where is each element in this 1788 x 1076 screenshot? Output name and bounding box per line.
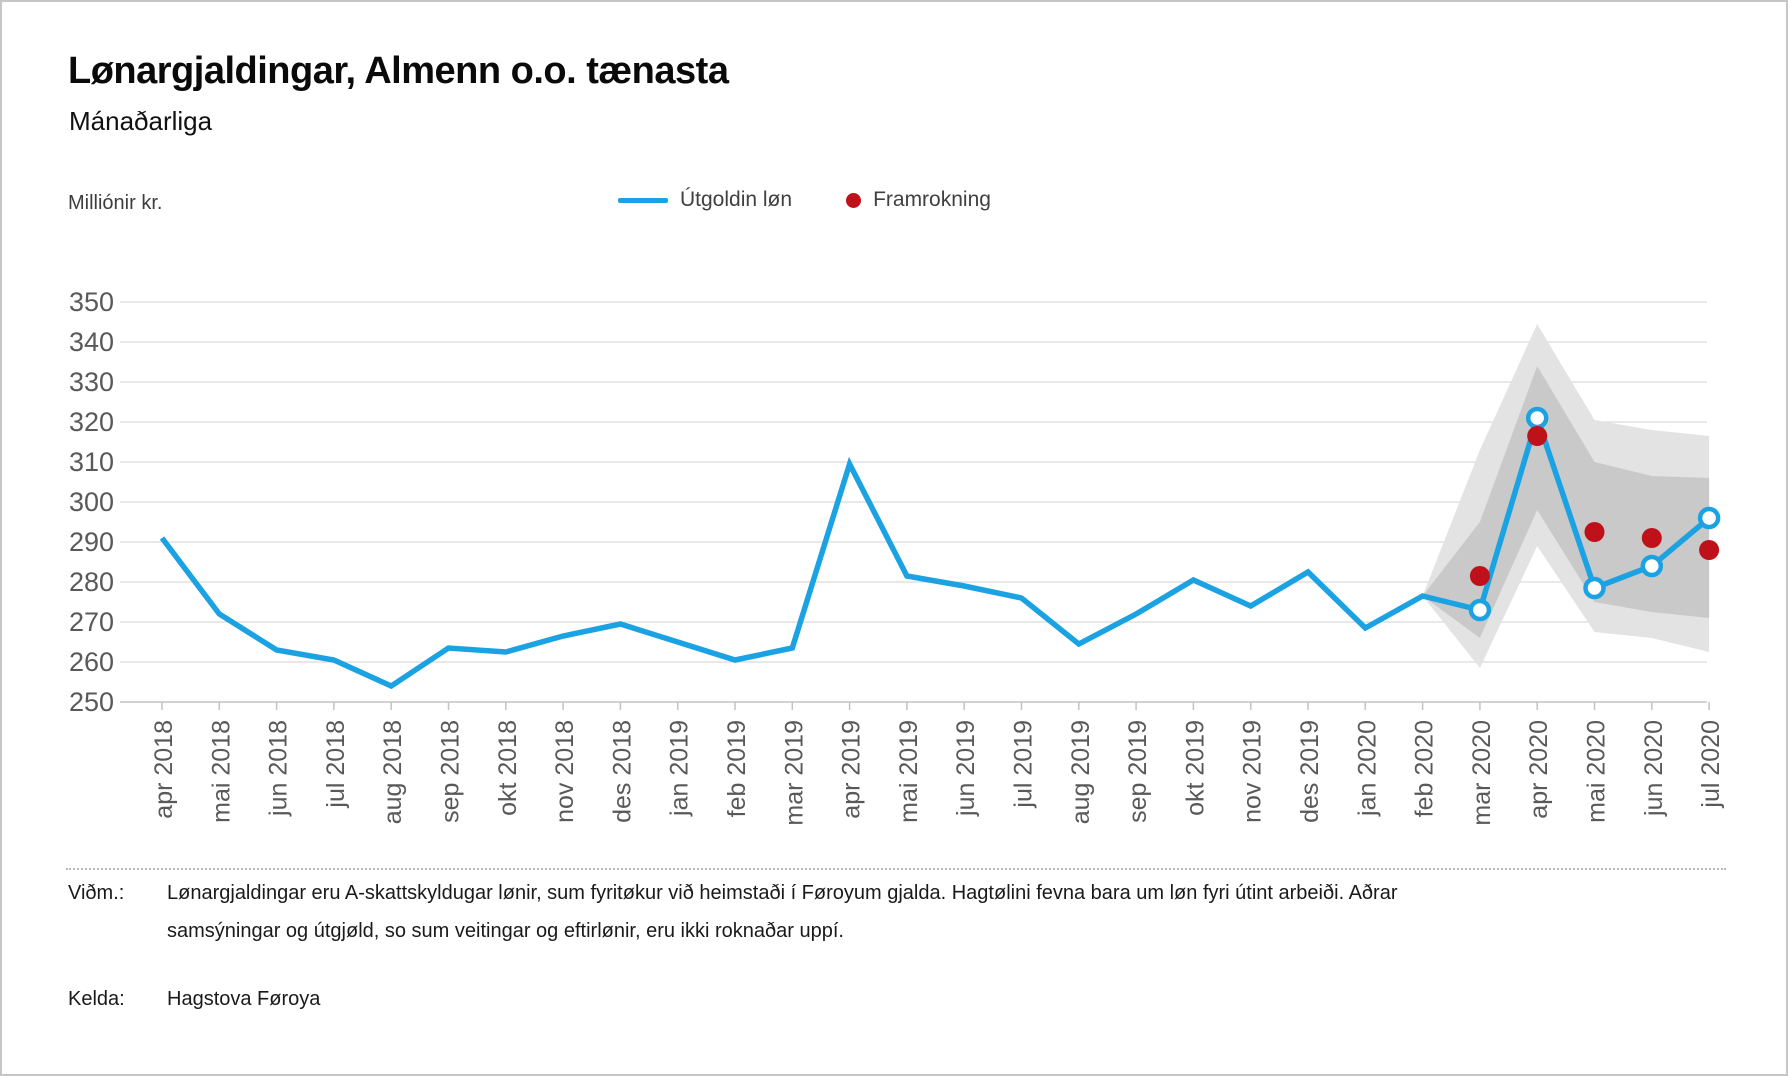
legend-label-forecast: Framrokning <box>873 188 991 211</box>
actual-point-marker <box>1583 576 1606 600</box>
svg-text:okt 2018: okt 2018 <box>494 720 522 816</box>
footnote-row: Viðm.: Lønargjaldingar eru A-skattskyldu… <box>68 882 1457 950</box>
page-title: Lønargjaldingar, Almenn o.o. tænasta <box>68 50 729 92</box>
forecast-points <box>1469 426 1720 586</box>
dot-swatch-icon <box>846 192 862 208</box>
forecast-point-marker <box>1584 522 1605 542</box>
svg-text:jul 2018: jul 2018 <box>322 720 350 809</box>
svg-text:feb 2019: feb 2019 <box>723 720 751 817</box>
actual-point-marker <box>1525 406 1549 430</box>
forecast-point-marker <box>1699 540 1720 560</box>
footnote-label: Viðm.: <box>68 882 125 904</box>
svg-text:aug 2019: aug 2019 <box>1067 720 1095 824</box>
y-axis-tick-labels: 250 260 270 280 290 300 310 320 330 340 350 <box>69 287 114 717</box>
svg-text:sep 2019: sep 2019 <box>1124 720 1152 823</box>
svg-text:jun 2019: jun 2019 <box>952 720 980 817</box>
svg-text:290: 290 <box>69 527 114 557</box>
svg-text:jan 2020: jan 2020 <box>1353 720 1381 817</box>
svg-text:260: 260 <box>69 647 114 677</box>
source-row: Kelda: Hagstova Føroya <box>68 988 1457 1011</box>
svg-text:okt 2019: okt 2019 <box>1181 720 1209 816</box>
legend-item-actual: Útgoldin løn <box>618 188 792 212</box>
forecast-point-marker <box>1641 528 1662 548</box>
svg-text:300: 300 <box>69 487 114 517</box>
svg-text:jul 2020: jul 2020 <box>1697 720 1725 809</box>
svg-text:310: 310 <box>69 447 114 477</box>
svg-text:mai 2018: mai 2018 <box>207 720 235 823</box>
svg-text:mai 2019: mai 2019 <box>895 720 923 823</box>
svg-text:aug 2018: aug 2018 <box>379 720 407 824</box>
footer-separator <box>66 868 1726 870</box>
legend: Útgoldin løn Framrokning <box>618 188 991 212</box>
svg-text:feb 2020: feb 2020 <box>1411 720 1439 817</box>
gridlines <box>120 301 1707 703</box>
svg-text:jul 2019: jul 2019 <box>1010 720 1038 809</box>
x-axis-ticks <box>161 702 1710 710</box>
source-label: Kelda: <box>68 988 125 1010</box>
svg-text:320: 320 <box>69 407 114 437</box>
svg-text:jun 2020: jun 2020 <box>1640 720 1668 817</box>
y-axis-unit-label: Milliónir kr. <box>68 192 163 214</box>
svg-text:340: 340 <box>69 327 114 357</box>
svg-text:jun 2018: jun 2018 <box>265 720 293 817</box>
legend-label-actual: Útgoldin løn <box>680 188 793 211</box>
actual-point-marker <box>1640 554 1664 578</box>
svg-text:250: 250 <box>69 687 114 717</box>
forecast-point-marker <box>1527 426 1548 446</box>
svg-text:des 2018: des 2018 <box>608 720 636 823</box>
actual-point-marker <box>1468 598 1492 622</box>
svg-text:apr 2019: apr 2019 <box>838 720 866 819</box>
svg-text:mar 2019: mar 2019 <box>780 720 808 826</box>
page-subtitle: Mánaðarliga <box>69 106 213 136</box>
svg-text:nov 2018: nov 2018 <box>551 720 579 823</box>
svg-text:mai 2020: mai 2020 <box>1583 720 1611 823</box>
svg-text:mar 2020: mar 2020 <box>1468 720 1496 826</box>
source-text: Hagstova Føroya <box>167 988 321 1010</box>
svg-text:jan 2019: jan 2019 <box>666 720 694 817</box>
svg-text:apr 2020: apr 2020 <box>1525 720 1553 819</box>
svg-text:330: 330 <box>69 367 114 397</box>
actual-point-marker <box>1697 506 1721 530</box>
x-axis-tick-labels: apr 2018 mai 2018 jun 2018 jul 2018 aug 2018… <box>150 720 1725 826</box>
legend-item-forecast: Framrokning <box>846 188 991 212</box>
svg-text:270: 270 <box>69 607 114 637</box>
svg-text:350: 350 <box>69 287 114 317</box>
svg-text:des 2019: des 2019 <box>1296 720 1324 823</box>
forecast-point-marker <box>1469 566 1490 586</box>
svg-text:apr 2018: apr 2018 <box>150 720 178 819</box>
svg-text:nov 2019: nov 2019 <box>1239 720 1267 823</box>
svg-text:sep 2018: sep 2018 <box>437 720 465 823</box>
line-swatch-icon <box>618 197 668 203</box>
actual-series-line <box>159 408 1711 690</box>
svg-text:280: 280 <box>69 567 114 597</box>
footnote-text: Lønargjaldingar eru A-skattskyldugar løn… <box>167 882 1398 942</box>
